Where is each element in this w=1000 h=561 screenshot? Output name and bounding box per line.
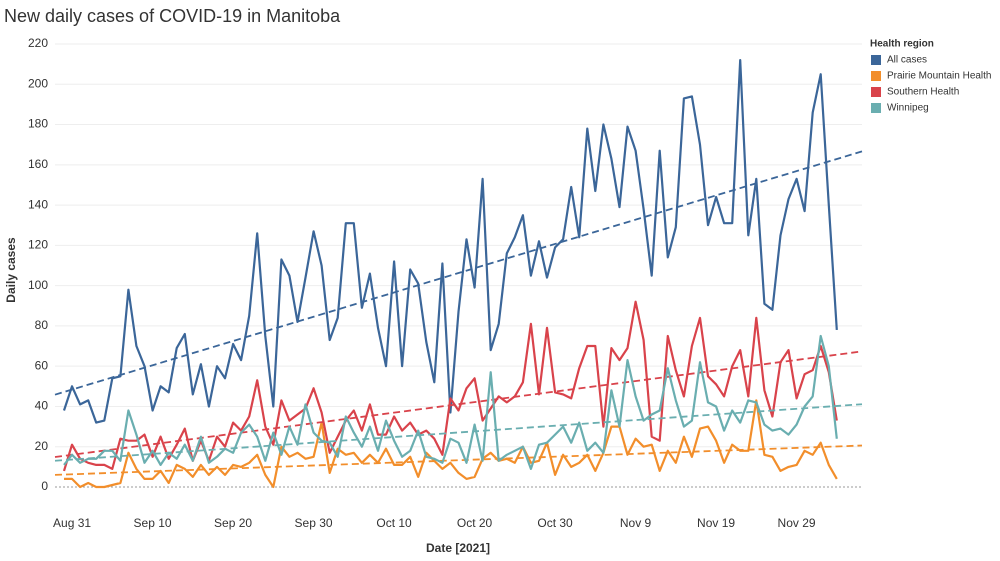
chart-title: New daily cases of COVID-19 in Manitoba — [4, 6, 341, 26]
x-tick-label: Nov 19 — [697, 516, 735, 530]
y-tick-label: 80 — [35, 318, 49, 332]
x-tick-label: Sep 20 — [214, 516, 252, 530]
y-tick-label: 40 — [35, 399, 49, 413]
legend-swatch — [871, 87, 881, 97]
series-line — [63, 334, 838, 470]
trend-line — [54, 444, 863, 476]
y-tick-label: 100 — [28, 278, 48, 292]
y-tick-label: 160 — [28, 157, 48, 171]
series-line — [62, 59, 838, 424]
y-tick-label: 120 — [28, 238, 48, 252]
x-tick-label: Nov 9 — [620, 516, 652, 530]
y-tick-label: 60 — [35, 358, 49, 372]
series-line — [62, 300, 838, 472]
trend-line — [54, 403, 863, 462]
legend-label: Southern Health — [887, 87, 959, 98]
x-tick-label: Nov 29 — [778, 516, 816, 530]
x-axis-label: Date [2021] — [426, 541, 490, 555]
legend-swatch — [871, 103, 881, 113]
y-tick-label: 0 — [41, 479, 48, 493]
legend-label: All cases — [887, 55, 927, 66]
x-tick-label: Aug 31 — [53, 516, 91, 530]
y-tick-label: 20 — [35, 439, 49, 453]
x-tick-label: Sep 10 — [134, 516, 172, 530]
y-tick-label: 140 — [28, 197, 48, 211]
legend-label: Winnipeg — [887, 103, 929, 114]
legend-title: Health region — [870, 39, 934, 50]
y-tick-label: 180 — [28, 117, 48, 131]
legend-swatch — [871, 71, 881, 81]
x-tick-label: Oct 10 — [376, 516, 412, 530]
trend-line — [54, 350, 863, 458]
trend-line — [54, 150, 863, 396]
y-tick-label: 200 — [28, 76, 48, 90]
x-tick-label: Oct 30 — [537, 516, 573, 530]
x-tick-label: Sep 30 — [295, 516, 333, 530]
y-axis-label: Daily cases — [4, 237, 18, 303]
y-tick-label: 220 — [28, 36, 48, 50]
legend-label: Prairie Mountain Health — [887, 71, 992, 82]
legend-swatch — [871, 55, 881, 65]
series-line — [64, 399, 838, 489]
x-tick-label: Oct 20 — [457, 516, 493, 530]
